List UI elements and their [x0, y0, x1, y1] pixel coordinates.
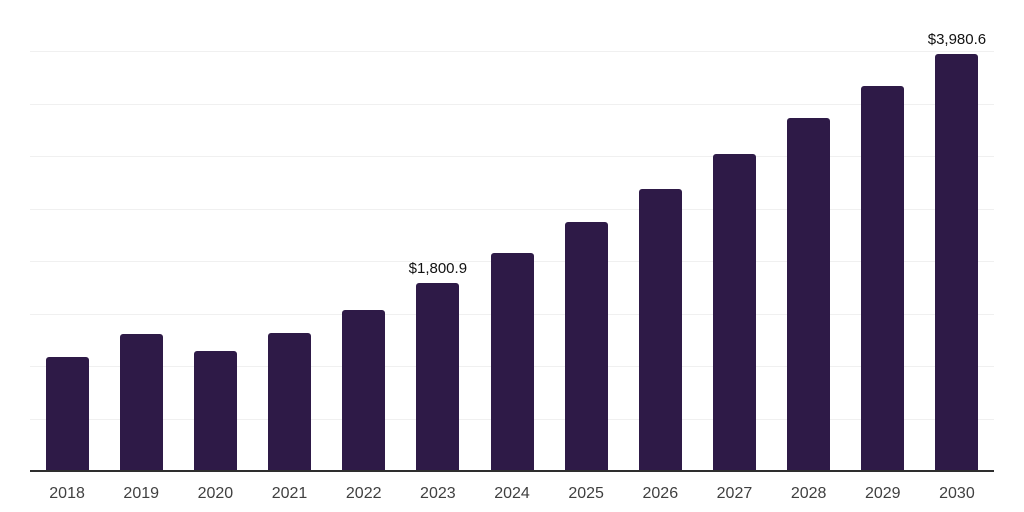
x-axis-tick-label-2018: 2018 [49, 485, 85, 502]
x-axis-tick-label-2029: 2029 [864, 485, 901, 502]
bar-2025 [564, 221, 608, 470]
bar-2022 [342, 310, 386, 470]
plot-area: $1,800.9 $3,980.6 [30, 0, 994, 472]
bar-2027 [712, 153, 756, 470]
grid-line [30, 208, 994, 210]
grid-line [30, 51, 994, 53]
x-axis-tick-label-2030: 2030 [939, 485, 975, 502]
x-axis-tick-label-2025: 2025 [568, 485, 604, 502]
x-axis-tick-label-2026: 2026 [642, 485, 679, 502]
grid-line [30, 103, 994, 105]
bar-2028 [787, 118, 831, 470]
x-axis-tick-label-2021: 2021 [271, 485, 308, 502]
x-axis-line [30, 470, 994, 472]
x-axis-tick-label-2027: 2027 [716, 485, 753, 502]
x-axis-tick-label-2023: 2023 [420, 485, 456, 502]
x-axis-tick-label-2024: 2024 [494, 485, 530, 502]
x-axis-tick-label-2020: 2020 [197, 485, 234, 502]
bar-2018 [45, 357, 89, 470]
grid-line [30, 156, 994, 158]
bar-2029 [861, 86, 905, 470]
bar-2023 [416, 283, 460, 470]
bar-value-label-2030: $3,980.6 [927, 31, 987, 49]
bar-2020 [193, 351, 237, 470]
bar-2026 [638, 188, 682, 470]
bar-value-label-2023: $1,800.9 [408, 260, 468, 278]
bar-2021 [268, 332, 312, 470]
bar-2030 [935, 54, 979, 470]
bar-2019 [119, 334, 163, 470]
x-axis-tick-label-2028: 2028 [790, 485, 827, 502]
x-axis-tick-label-2019: 2019 [123, 485, 160, 502]
x-axis-tick-label-2022: 2022 [345, 485, 382, 502]
bar-2024 [490, 252, 534, 470]
